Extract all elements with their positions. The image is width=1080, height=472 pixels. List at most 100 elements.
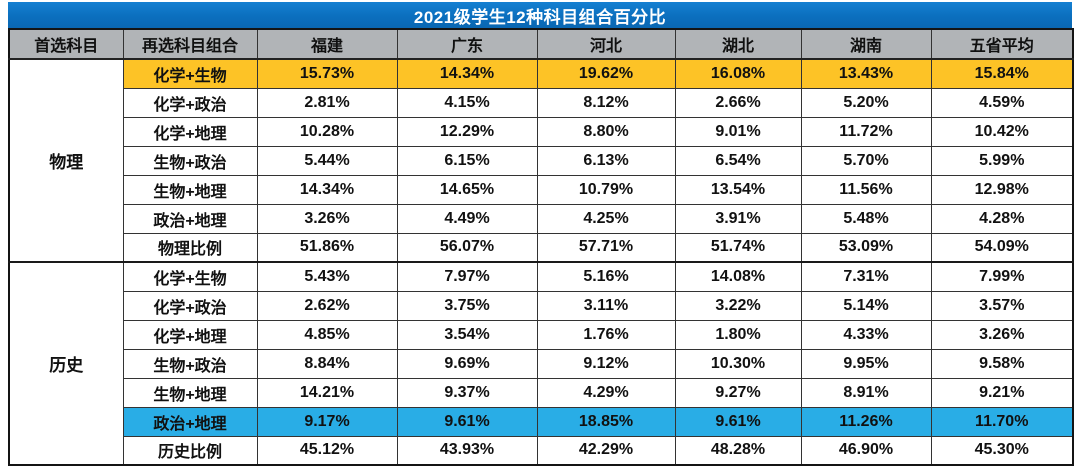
header-fujian: 福建 [256,28,398,60]
percentage-value-cell: 54.09% [930,232,1074,263]
percentage-value-cell: 4.28% [930,203,1074,234]
percentage-value-cell: 51.74% [674,232,802,263]
percentage-value-cell: 5.44% [256,145,398,176]
percentage-value-cell: 14.21% [256,377,398,408]
percentage-value-cell: 14.34% [396,58,538,89]
percentage-value-cell: 6.54% [674,145,802,176]
percentage-value-cell: 9.17% [256,406,398,437]
percentage-value-cell: 8.80% [536,116,676,147]
percentage-value-cell: 9.69% [396,348,538,379]
header-hebei: 河北 [536,28,676,60]
percentage-value-cell: 3.26% [256,203,398,234]
percentage-value-cell: 10.28% [256,116,398,147]
table-row: 政治+地理 9.17% 9.61% 18.85% 9.61% 11.26% 11.70% [9,406,1074,437]
percentage-value-cell: 45.30% [930,435,1074,466]
header-first-choice: 首选科目 [8,28,124,60]
percentage-value-cell: 5.70% [800,145,932,176]
percentage-value-cell: 12.29% [396,116,538,147]
percentage-value-cell: 9.61% [674,406,802,437]
percentage-value-cell: 7.31% [800,261,932,292]
percentage-value-cell: 51.86% [256,232,398,263]
combination-label: 生物+地理 [122,174,258,205]
table-row: 历史 化学+生物 5.43% 7.97% 5.16% 14.08% 7.31% 7.99% [8,261,1074,466]
percentage-value-cell: 53.09% [800,232,932,263]
title-bar: 2021级学生12种科目组合百分比 [8,2,1072,28]
table-row: 物理 化学+生物 15.73% 14.34% 19.62% 16.08% 13.43% 15.… [8,58,1074,263]
percentage-value-cell: 5.48% [800,203,932,234]
combination-label: 化学+地理 [122,319,258,350]
percentage-value-cell: 11.56% [800,174,932,205]
percentage-value-cell: 45.12% [256,435,398,466]
percentage-value-cell: 56.07% [396,232,538,263]
header-guangdong: 广东 [396,28,538,60]
table-body: 物理 化学+生物 15.73% 14.34% 19.62% 16.08% 13.43% 15.… [8,58,1074,466]
percentage-value-cell: 6.15% [396,145,538,176]
percentage-value-cell: 1.76% [536,319,676,350]
page-title: 2021级学生12种科目组合百分比 [413,7,667,27]
percentage-value-cell: 15.84% [930,58,1074,89]
table-row: 化学+政治 2.62% 3.75% 3.11% 3.22% 5.14% 3.57% [9,290,1074,321]
percentage-value-cell: 8.12% [536,87,676,118]
subject-combination-table: 首选科目 再选科目组合 福建 广东 河北 湖北 湖南 五省平均 物理 化学+生物 1… [8,28,1074,466]
combination-label: 物理比例 [122,232,258,263]
percentage-value-cell: 3.57% [930,290,1074,321]
percentage-value-cell: 13.43% [800,58,932,89]
percentage-value-cell: 13.54% [674,174,802,205]
percentage-value-cell: 1.80% [674,319,802,350]
table-row: 生物+地理 14.34% 14.65% 10.79% 13.54% 11.56% 12.98… [9,174,1074,205]
percentage-value-cell: 9.58% [930,348,1074,379]
header-combination: 再选科目组合 [122,28,258,60]
percentage-value-cell: 10.79% [536,174,676,205]
percentage-value-cell: 48.28% [674,435,802,466]
percentage-value-cell: 12.98% [930,174,1074,205]
percentage-value-cell: 57.71% [536,232,676,263]
combination-label: 生物+地理 [122,377,258,408]
percentage-value-cell: 4.15% [396,87,538,118]
percentage-value-cell: 2.62% [256,290,398,321]
percentage-value-cell: 14.34% [256,174,398,205]
table-row: 化学+政治 2.81% 4.15% 8.12% 2.66% 5.20% 4.59% [9,87,1074,118]
percentage-value-cell: 9.95% [800,348,932,379]
percentage-value-cell: 5.43% [256,261,398,292]
table-row: 生物+政治 5.44% 6.15% 6.13% 6.54% 5.70% 5.99% [9,145,1074,176]
combination-label: 历史比例 [122,435,258,466]
first-choice-group-label: 物理 [8,58,124,263]
percentage-value-cell: 9.37% [396,377,538,408]
table-row: 化学+地理 10.28% 12.29% 8.80% 9.01% 11.72% 10.42% [9,116,1074,147]
table-row: 生物+政治 8.84% 9.69% 9.12% 10.30% 9.95% 9.58% [9,348,1074,379]
percentage-value-cell: 8.84% [256,348,398,379]
header-hunan: 湖南 [800,28,932,60]
percentage-value-cell: 9.21% [930,377,1074,408]
percentage-value-cell: 5.14% [800,290,932,321]
percentage-value-cell: 7.97% [396,261,538,292]
percentage-value-cell: 11.72% [800,116,932,147]
percentage-value-cell: 4.29% [536,377,676,408]
table-row: 化学+地理 4.85% 3.54% 1.76% 1.80% 4.33% 3.26% [9,319,1074,350]
percentage-value-cell: 7.99% [930,261,1074,292]
table-row: 历史比例 45.12% 43.93% 42.29% 48.28% 46.90% 45.30% [9,435,1074,466]
percentage-value-cell: 2.66% [674,87,802,118]
header-five-province-avg: 五省平均 [930,28,1074,60]
table-row: 生物+地理 14.21% 9.37% 4.29% 9.27% 8.91% 9.21% [9,377,1074,408]
percentage-value-cell: 4.85% [256,319,398,350]
percentage-value-cell: 5.99% [930,145,1074,176]
percentage-value-cell: 9.12% [536,348,676,379]
table-sheet: 2021级学生12种科目组合百分比 首选科目 再选科目组合 福建 广东 河北 湖… [8,2,1074,466]
percentage-value-cell: 15.73% [256,58,398,89]
percentage-value-cell: 3.91% [674,203,802,234]
header-row: 首选科目 再选科目组合 福建 广东 河北 湖北 湖南 五省平均 [8,28,1074,60]
percentage-value-cell: 10.42% [930,116,1074,147]
first-choice-group-label: 历史 [8,261,124,466]
percentage-value-cell: 2.81% [256,87,398,118]
percentage-value-cell: 8.91% [800,377,932,408]
percentage-value-cell: 18.85% [536,406,676,437]
percentage-value-cell: 4.49% [396,203,538,234]
percentage-value-cell: 19.62% [536,58,676,89]
table-row: 物理比例 51.86% 56.07% 57.71% 51.74% 53.09% 54.09% [9,232,1074,263]
percentage-value-cell: 4.59% [930,87,1074,118]
percentage-value-cell: 5.20% [800,87,932,118]
combination-label: 化学+地理 [122,116,258,147]
combination-label: 政治+地理 [122,203,258,234]
percentage-value-cell: 3.54% [396,319,538,350]
